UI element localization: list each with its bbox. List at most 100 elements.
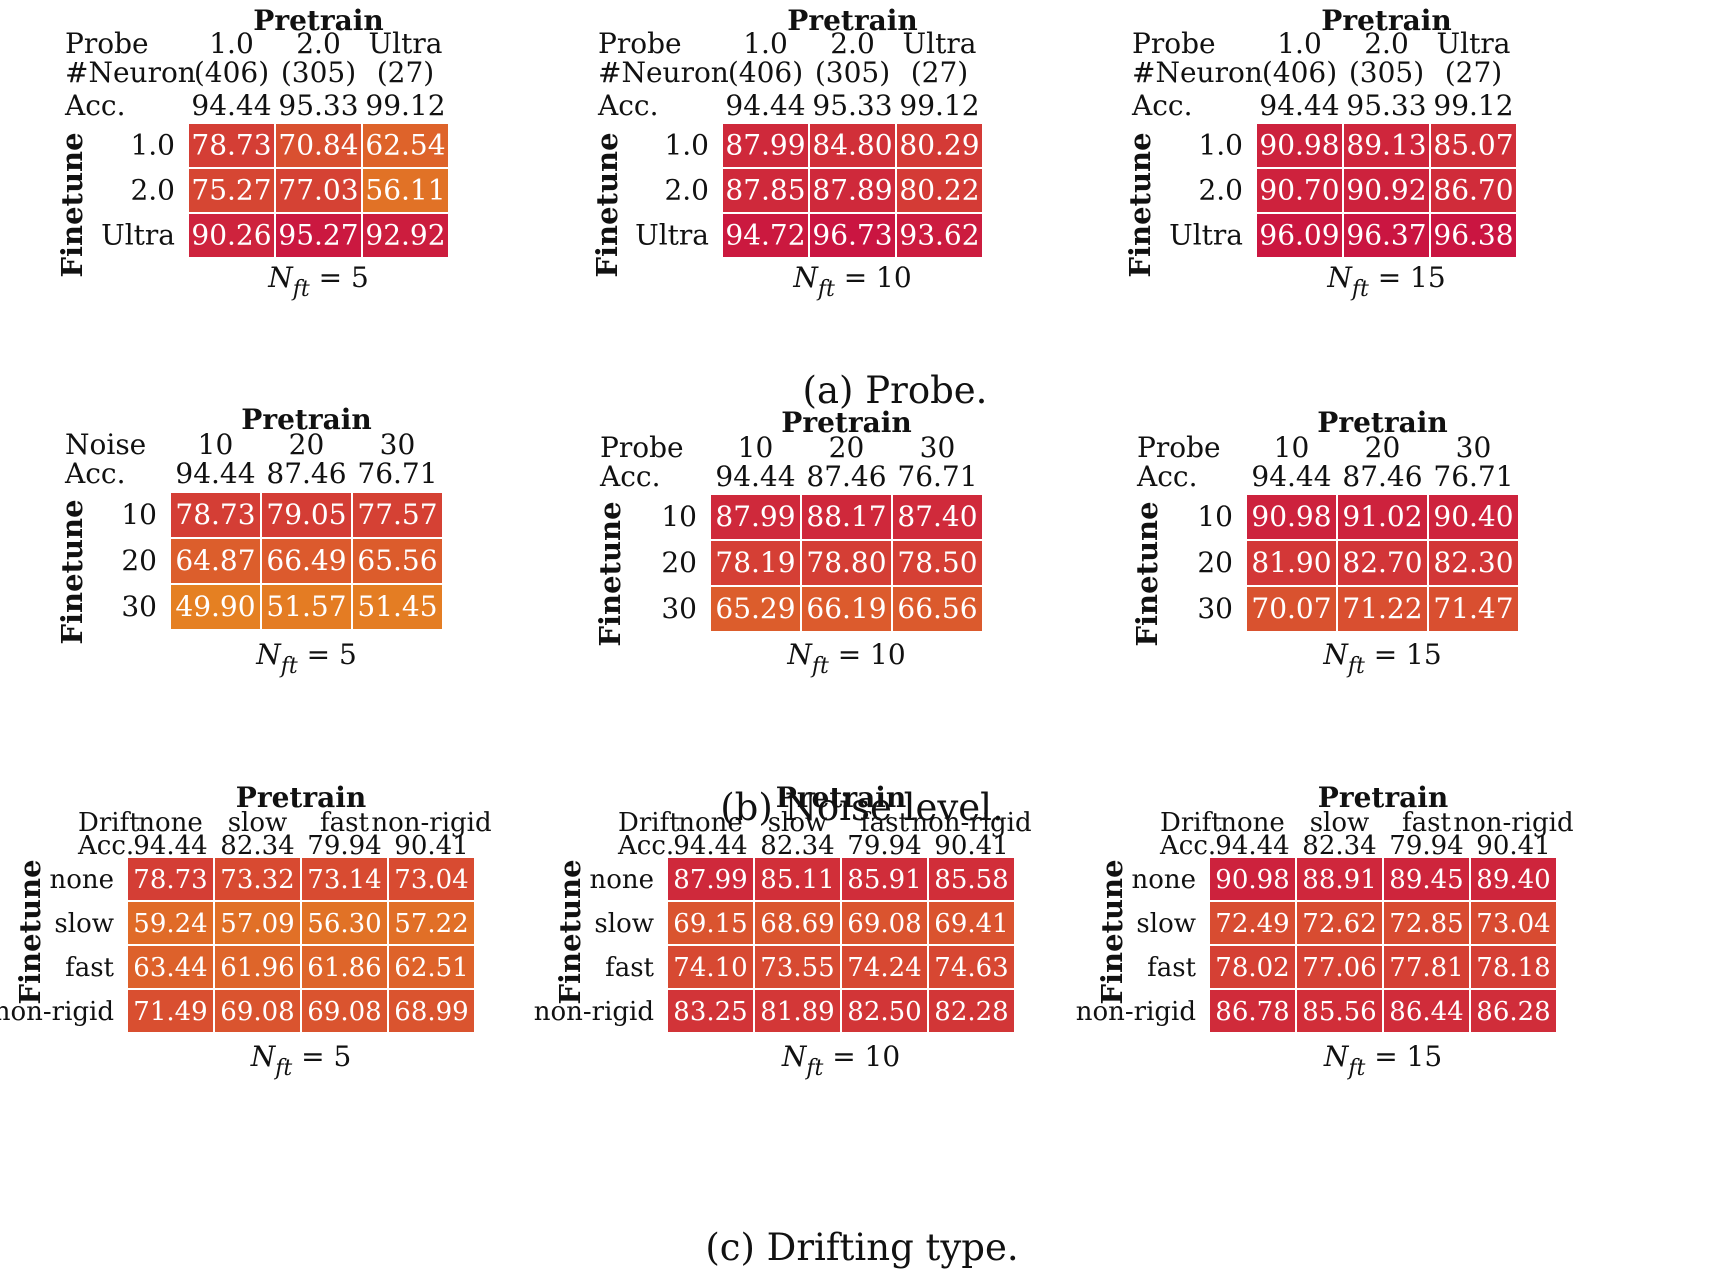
heatmap-cell (1338, 495, 1427, 539)
heatmap-cell (276, 169, 361, 212)
cell-value: 87.99 (725, 129, 805, 162)
heatmap-cell (389, 858, 474, 900)
cell-value: 66.56 (897, 592, 977, 625)
cell-value: 85.58 (934, 865, 1008, 895)
heatmap-cell (1429, 587, 1518, 631)
cell-value: 63.44 (133, 953, 207, 983)
cell-value: 75.27 (191, 174, 271, 207)
heatmap-cell (1384, 902, 1469, 944)
heatmap-cell (1471, 946, 1556, 988)
heatmap-cell (1429, 495, 1518, 539)
row-label: Ultra (1169, 219, 1243, 252)
heatmap-cell (842, 902, 927, 944)
cell-value: 74.63 (934, 953, 1008, 983)
cell-value: 78.73 (175, 498, 255, 531)
row-label: slow (594, 909, 654, 939)
panel-caption: Nft = 15 (1326, 261, 1445, 302)
heatmap-cell (302, 990, 387, 1032)
heatmap-cell (1431, 214, 1516, 257)
heatmap-cell (215, 990, 300, 1032)
header-row-label: Acc. (1159, 831, 1216, 861)
cell-value: 73.32 (220, 865, 294, 895)
column-header: 95.33 (278, 89, 358, 122)
cell-value: 57.22 (394, 909, 468, 939)
caption-a: (a) Probe. (803, 369, 988, 412)
row-label: 10 (661, 500, 697, 533)
cell-value: 82.28 (934, 997, 1008, 1027)
panel-title: Pretrain (236, 781, 366, 814)
column-header: (406) (194, 56, 269, 89)
heatmap-cell (363, 169, 448, 212)
column-header: 76.71 (1433, 460, 1513, 493)
cell-value: 87.89 (812, 174, 892, 207)
heatmap-cell (1257, 169, 1342, 212)
row-label: 10 (121, 498, 157, 531)
row-label: fast (1147, 953, 1196, 983)
row-label: none (589, 865, 654, 895)
cell-value: 68.69 (760, 909, 834, 939)
heatmap-cell (668, 946, 753, 988)
finetune-axis-label: Finetune (55, 499, 89, 644)
cell-value: 56.11 (365, 174, 445, 207)
cell-value: 78.73 (133, 865, 207, 895)
heatmap-cell (668, 902, 753, 944)
cell-value: 90.70 (1259, 174, 1339, 207)
cell-value: 92.92 (365, 219, 445, 252)
column-header: 1.0 (743, 27, 788, 60)
heatmap-cell (262, 493, 351, 537)
heatmap-cell (1247, 587, 1336, 631)
column-header: 94.44 (1251, 460, 1331, 493)
row-label: non-rigid (0, 997, 114, 1027)
cell-value: 87.99 (715, 500, 795, 533)
column-header: (27) (377, 56, 434, 89)
heatmap-cell (668, 858, 753, 900)
column-header: 90.41 (934, 831, 1008, 861)
heatmap-cell (893, 587, 982, 631)
finetune-axis-label: Finetune (55, 132, 89, 277)
cell-value: 72.62 (1302, 909, 1376, 939)
finetune-axis-label: Finetune (1123, 132, 1157, 277)
header-row-label: Acc. (64, 457, 125, 490)
row-label: none (49, 865, 114, 895)
cell-value: 73.55 (760, 953, 834, 983)
row-label: 20 (121, 544, 157, 577)
column-header: 30 (1456, 431, 1492, 464)
heatmap-cell (1297, 902, 1382, 944)
cell-value: 77.81 (1389, 953, 1463, 983)
heatmap-cell (302, 858, 387, 900)
heatmap-cell (897, 214, 982, 257)
cell-value: 77.57 (357, 498, 437, 531)
panel-title: Pretrain (776, 781, 906, 814)
cell-value: 61.86 (307, 953, 381, 983)
cell-value: 70.84 (278, 129, 358, 162)
heatmap-cell (1384, 946, 1469, 988)
heatmap-cell (893, 541, 982, 585)
column-header: fast (320, 808, 369, 838)
cell-value: 80.22 (899, 174, 979, 207)
heatmap-panel-9: PretrainDriftAcc.none94.44slow82.34fast7… (1076, 781, 1574, 1081)
panel-caption: Nft = 5 (250, 1040, 352, 1081)
row-label: 30 (121, 590, 157, 623)
column-header: slow (1310, 808, 1370, 838)
cell-value: 85.91 (847, 865, 921, 895)
column-header: 99.12 (899, 89, 979, 122)
cell-value: 74.10 (673, 953, 747, 983)
caption-c: (c) Drifting type. (705, 1226, 1018, 1269)
heatmap-cell (1429, 541, 1518, 585)
column-header: (406) (1262, 56, 1337, 89)
heatmap-cell (363, 124, 448, 167)
header-row-label: Acc. (599, 460, 660, 493)
row-label: 30 (1197, 592, 1233, 625)
cell-value: 90.92 (1346, 174, 1426, 207)
column-header: slow (228, 808, 288, 838)
column-header: fast (1402, 808, 1451, 838)
heatmap-cell (128, 946, 213, 988)
heatmap-panel-8: PretrainDriftAcc.none94.44slow82.34fast7… (534, 781, 1032, 1081)
heatmap-cell (1297, 858, 1382, 900)
cell-value: 70.07 (1251, 592, 1331, 625)
heatmap-cell (755, 990, 840, 1032)
header-row-label: Probe (1132, 27, 1216, 60)
cell-value: 78.50 (897, 546, 977, 579)
heatmap-cell (171, 493, 260, 537)
column-header: non-rigid (371, 808, 491, 838)
